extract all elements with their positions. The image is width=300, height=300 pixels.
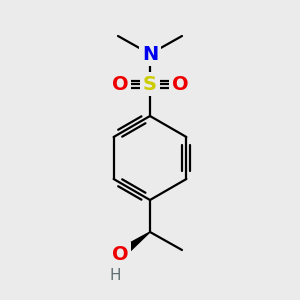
Text: O: O (112, 244, 128, 263)
Text: N: N (142, 44, 158, 64)
Text: O: O (172, 74, 188, 94)
Text: O: O (112, 74, 128, 94)
Polygon shape (117, 232, 150, 258)
Text: H: H (109, 268, 121, 284)
Text: S: S (143, 74, 157, 94)
